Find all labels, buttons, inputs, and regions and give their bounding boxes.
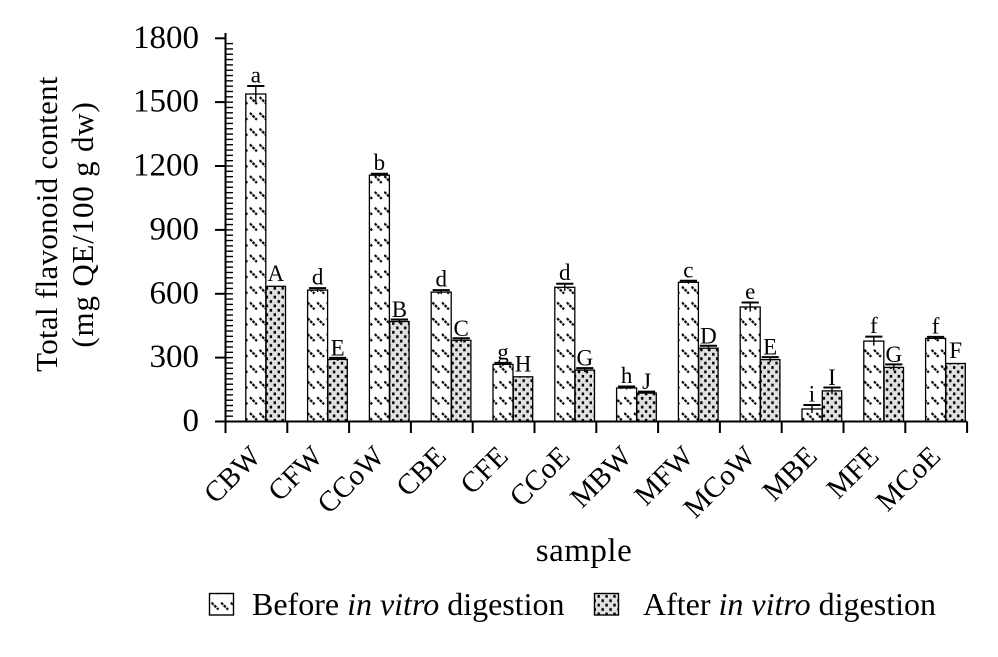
svg-text:F: F xyxy=(949,338,962,363)
svg-text:(mg QE/100 g dw): (mg QE/100 g dw) xyxy=(65,101,100,347)
svg-text:e: e xyxy=(745,279,755,304)
svg-text:G: G xyxy=(576,346,593,371)
svg-text:b: b xyxy=(374,150,386,175)
svg-text:Total flavonoid content: Total flavonoid content xyxy=(29,76,64,372)
svg-text:sample: sample xyxy=(536,533,632,569)
svg-text:1200: 1200 xyxy=(133,148,199,184)
svg-text:h: h xyxy=(621,363,633,388)
svg-text:c: c xyxy=(683,257,693,282)
svg-text:E: E xyxy=(763,335,777,360)
svg-text:D: D xyxy=(700,323,717,348)
svg-text:J: J xyxy=(642,369,651,394)
svg-text:C: C xyxy=(454,316,469,341)
svg-text:600: 600 xyxy=(150,275,200,311)
svg-text:Before in vitro digestion: Before in vitro digestion xyxy=(252,586,565,622)
svg-text:0: 0 xyxy=(183,403,200,439)
svg-text:1800: 1800 xyxy=(133,20,199,56)
svg-text:f: f xyxy=(932,313,940,338)
svg-text:A: A xyxy=(267,261,284,286)
svg-text:f: f xyxy=(870,313,878,338)
svg-text:I: I xyxy=(828,365,836,390)
svg-text:a: a xyxy=(251,63,261,88)
svg-text:d: d xyxy=(559,260,571,285)
svg-text:E: E xyxy=(331,335,345,360)
svg-text:i: i xyxy=(809,382,815,407)
svg-text:G: G xyxy=(885,342,902,367)
svg-text:d: d xyxy=(312,265,324,290)
svg-text:1500: 1500 xyxy=(133,84,199,120)
svg-text:H: H xyxy=(515,351,532,376)
svg-text:300: 300 xyxy=(150,339,200,375)
svg-text:B: B xyxy=(392,297,407,322)
svg-text:900: 900 xyxy=(150,211,200,247)
svg-text:d: d xyxy=(435,267,447,292)
svg-text:After in vitro digestion: After in vitro digestion xyxy=(643,586,936,622)
svg-text:g: g xyxy=(497,339,509,364)
